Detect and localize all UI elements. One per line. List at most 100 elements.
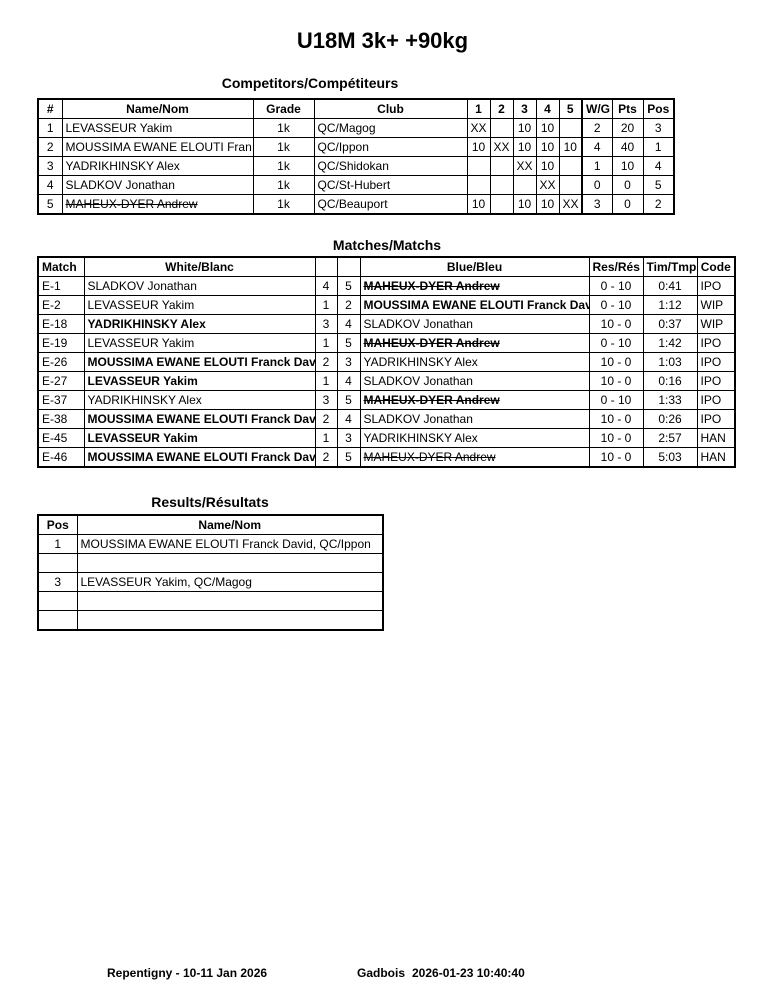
column-header: Code [696, 256, 736, 277]
cell: XX [535, 175, 560, 195]
cell: HAN [696, 428, 736, 448]
cell: 0 [611, 175, 644, 195]
cell: QC/Shidokan [313, 156, 468, 176]
cell: 0 [611, 194, 644, 215]
column-header: Tim/Tmp [642, 256, 698, 277]
cell: 1:33 [642, 390, 698, 410]
cell: E-27 [37, 371, 85, 391]
cell: E-26 [37, 352, 85, 372]
cell: YADRIKHINSKY Alex [83, 314, 316, 334]
column-header: Blue/Bleu [359, 256, 590, 277]
column-header [314, 256, 338, 277]
title: U18M 3k+ +90kg [296, 28, 469, 53]
cell: SLADKOV Jonathan [61, 175, 254, 195]
cell [76, 591, 384, 611]
cell: 5 [642, 175, 675, 195]
competitors-table: # Name/Nom Grade Club 1 2 3 4 5 W/G Pts Pos 1 LEVASSE… [37, 98, 675, 215]
cell: 0 - 10 [588, 390, 644, 410]
cell: MOUSSIMA EWANE ELOUTI Fran [61, 137, 254, 157]
cell: MAHEUX-DYER Andrew [359, 333, 590, 353]
cell [512, 175, 537, 195]
cell: SLADKOV Jonathan [359, 409, 590, 429]
cell: 0:41 [642, 276, 698, 296]
cell: YADRIKHINSKY Alex [359, 428, 590, 448]
column-header: White/Blanc [83, 256, 316, 277]
cell: YADRIKHINSKY Alex [61, 156, 254, 176]
cell: 2 [37, 137, 63, 157]
cell: 10 [535, 194, 560, 215]
cell: 10 - 0 [588, 314, 644, 334]
cell: 10 - 0 [588, 371, 644, 391]
cell: QC/Ippon [313, 137, 468, 157]
cell: 10 [466, 194, 491, 215]
footer-timestamp: 2026-01-23 10:40:40 [412, 966, 525, 980]
cell: 10 - 0 [588, 352, 644, 372]
cell [37, 591, 78, 611]
cell [558, 118, 583, 138]
cell: 10 - 0 [588, 428, 644, 448]
column-header: 2 [489, 98, 514, 119]
column-header: Club [313, 98, 468, 119]
cell: 2 [314, 352, 338, 372]
cell: E-19 [37, 333, 85, 353]
column-header: Pos [37, 514, 78, 535]
cell [76, 610, 384, 631]
column-header: # [37, 98, 63, 119]
column-header: 1 [466, 98, 491, 119]
column-header: W/G [581, 98, 613, 119]
cell: E-46 [37, 447, 85, 468]
cell: 1 [642, 137, 675, 157]
cell: MAHEUX-DYER Andrew [359, 276, 590, 296]
cell: HAN [696, 447, 736, 468]
cell: E-2 [37, 295, 85, 315]
cell: SLADKOV Jonathan [359, 314, 590, 334]
cell: E-37 [37, 390, 85, 410]
cell: SLADKOV Jonathan [83, 276, 316, 296]
cell: WIP [696, 295, 736, 315]
cell: 4 [314, 276, 338, 296]
column-header [336, 256, 361, 277]
cell: 0:37 [642, 314, 698, 334]
cell: 3 [314, 390, 338, 410]
cell: 1:03 [642, 352, 698, 372]
cell [489, 156, 514, 176]
cell: IPO [696, 333, 736, 353]
cell: IPO [696, 390, 736, 410]
cell: E-45 [37, 428, 85, 448]
cell: 10 [535, 118, 560, 138]
cell: 0 - 10 [588, 333, 644, 353]
cell: IPO [696, 409, 736, 429]
cell: WIP [696, 314, 736, 334]
cell: 1 [314, 295, 338, 315]
column-header: Name/Nom [61, 98, 254, 119]
cell: MOUSSIMA EWANE ELOUTI Franck David, QC/I… [76, 534, 384, 554]
cell: SLADKOV Jonathan [359, 371, 590, 391]
cell: 2 [336, 295, 361, 315]
cell: XX [558, 194, 583, 215]
cell: E-1 [37, 276, 85, 296]
cell: 10 [611, 156, 644, 176]
column-header: 3 [512, 98, 537, 119]
cell: 4 [581, 137, 613, 157]
footer-location: Repentigny - 10-11 Jan 2026 [107, 966, 268, 980]
column-header: Pos [642, 98, 675, 119]
cell: IPO [696, 276, 736, 296]
cell: MAHEUX-DYER Andrew [359, 447, 590, 468]
cell: 40 [611, 137, 644, 157]
section-title: Results/Résultats [151, 494, 269, 510]
cell: 1k [252, 194, 315, 215]
cell: XX [489, 137, 514, 157]
cell [489, 194, 514, 215]
footer-operator: Gadbois [357, 966, 406, 980]
cell: LEVASSEUR Yakim [83, 295, 316, 315]
column-header: Name/Nom [76, 514, 384, 535]
cell: 4 [336, 371, 361, 391]
cell [76, 553, 384, 573]
cell: 2 [642, 194, 675, 215]
cell: 0 [581, 175, 613, 195]
cell: 5 [336, 390, 361, 410]
cell: 4 [336, 314, 361, 334]
column-header: Grade [252, 98, 315, 119]
column-header: 5 [558, 98, 583, 119]
